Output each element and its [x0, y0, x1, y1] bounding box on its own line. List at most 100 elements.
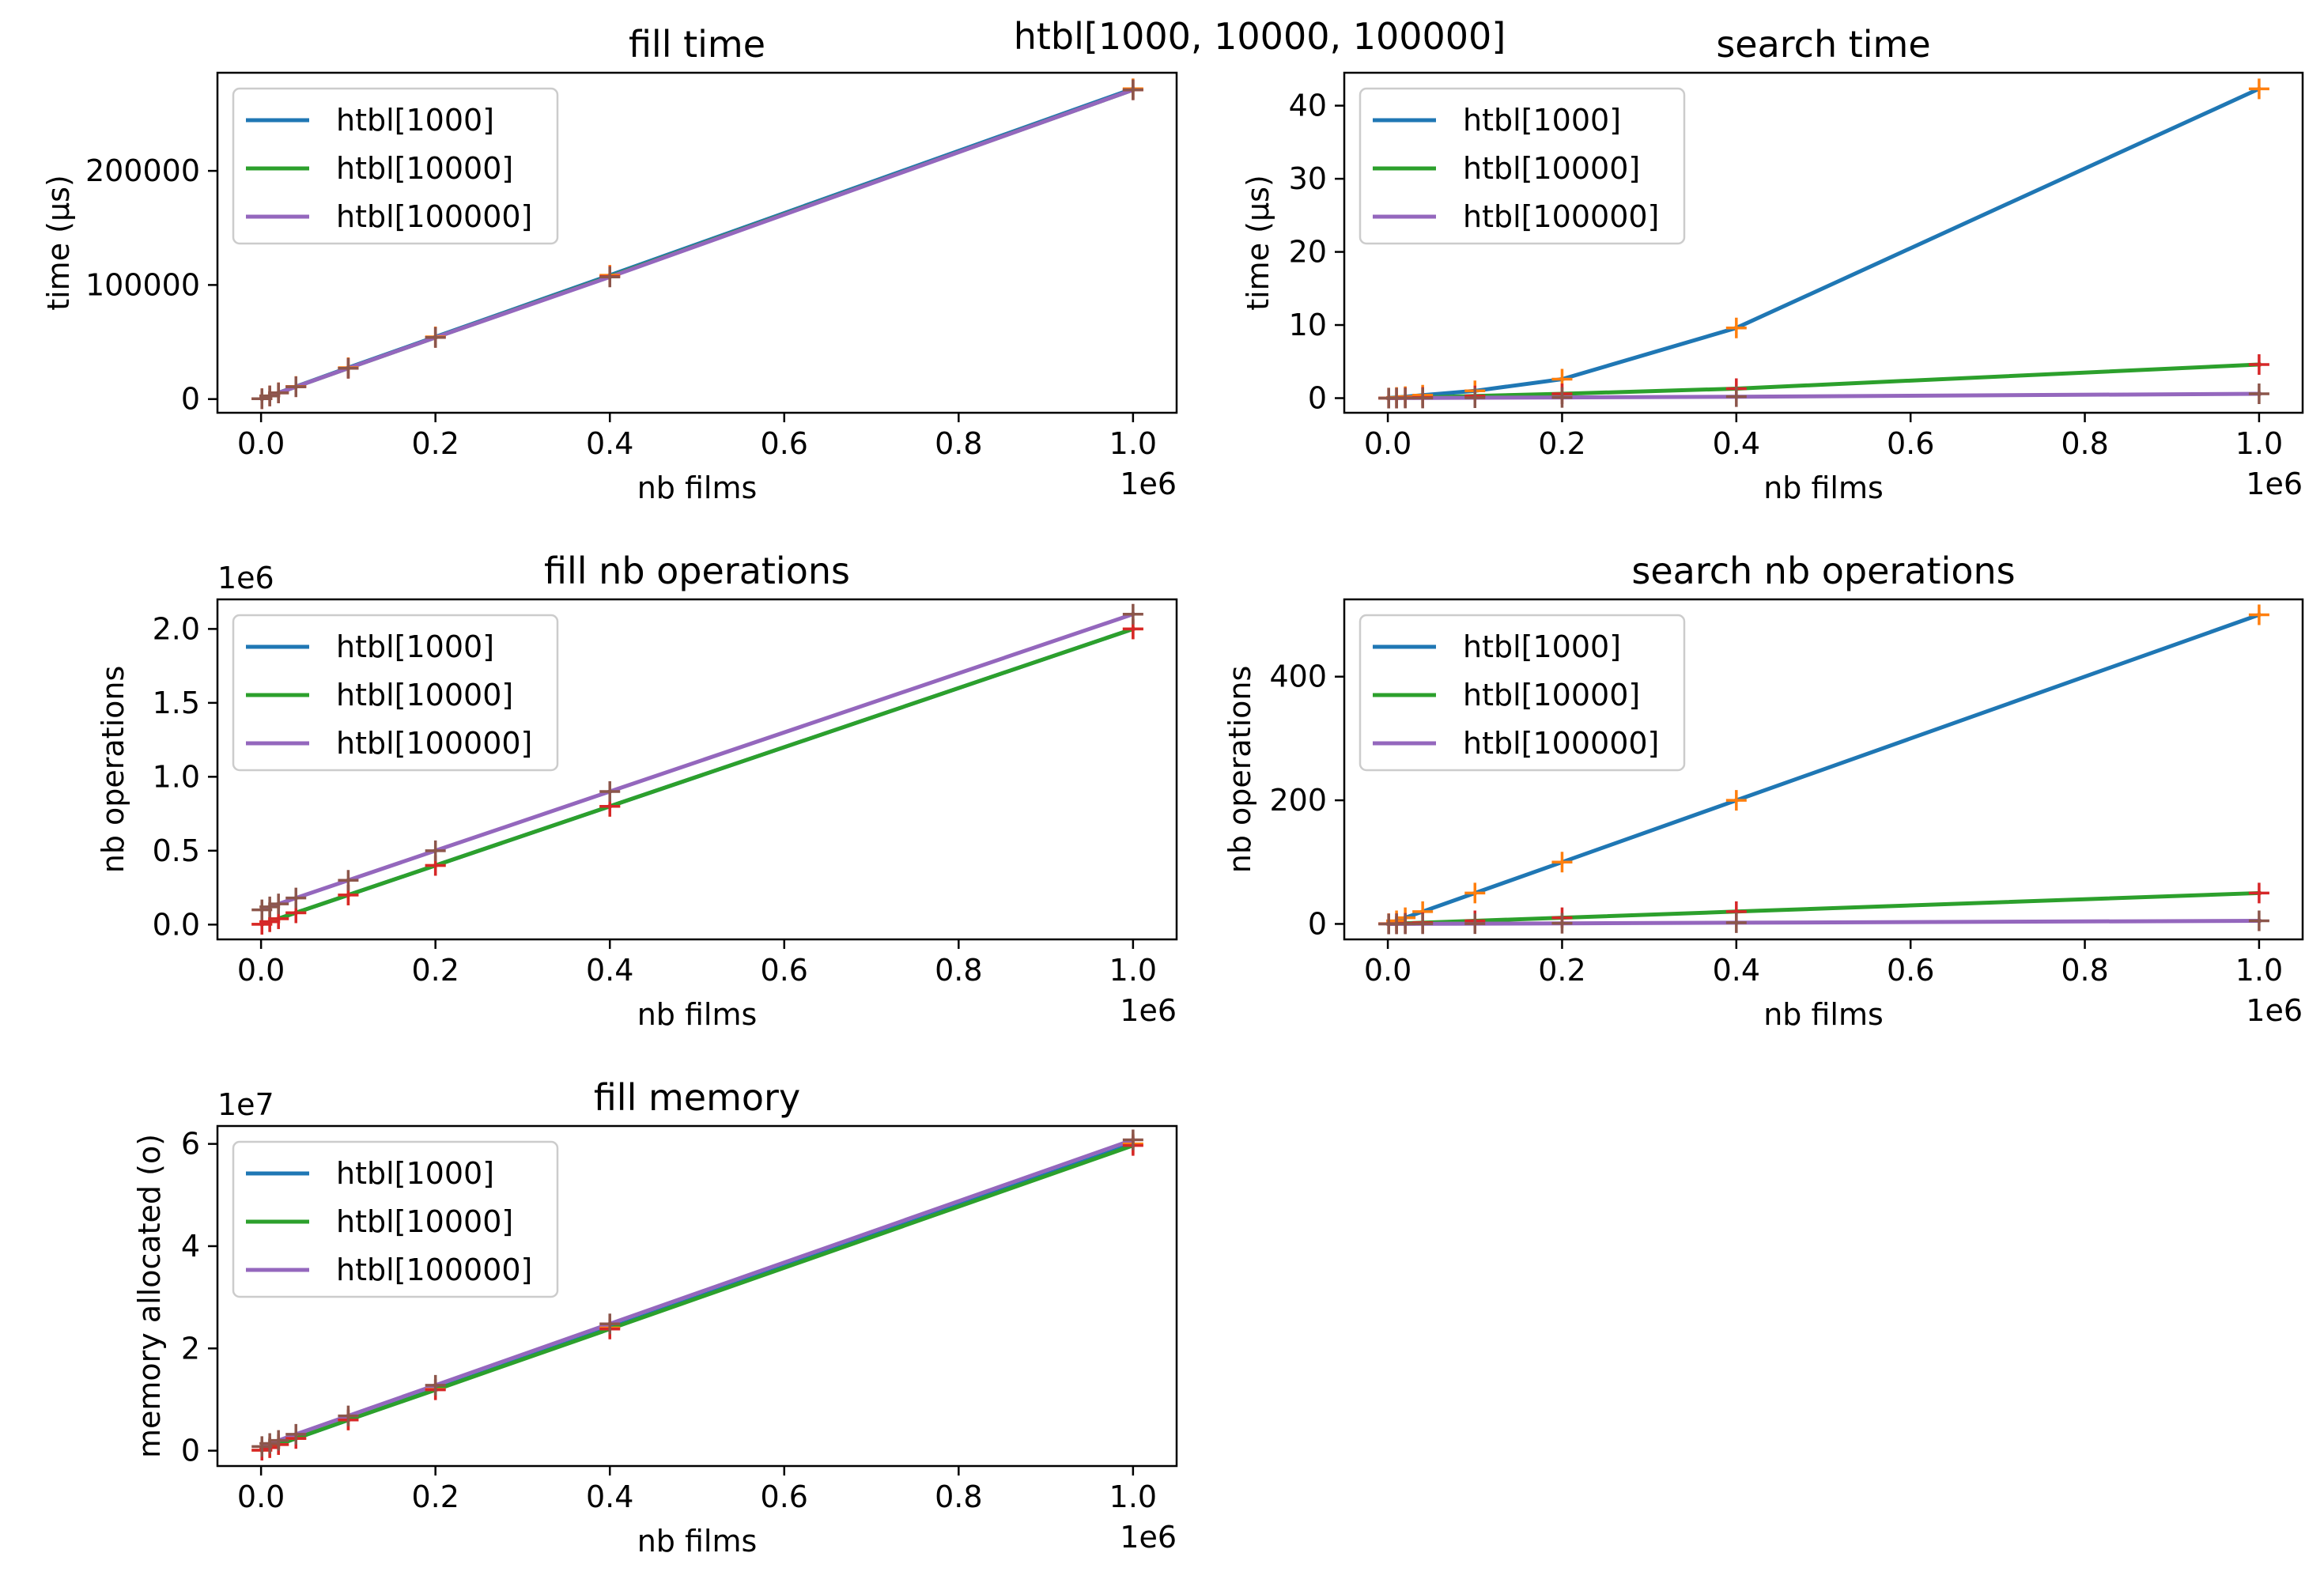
x-tick-label: 0.6 [1887, 426, 1934, 461]
data-point-marker [2248, 882, 2269, 904]
y-tick-label: 100000 [85, 267, 200, 302]
data-point-marker [338, 870, 359, 891]
legend-label: htbl[10000] [336, 151, 513, 186]
data-point-marker [1395, 387, 1416, 409]
x-axis-label: nb films [637, 997, 758, 1032]
legend-label: htbl[10000] [1463, 151, 1640, 186]
y-tick-label: 0 [1308, 381, 1327, 416]
x-offset-text: 1e6 [1120, 1520, 1177, 1555]
data-point-marker [268, 894, 289, 915]
x-axis-label: nb films [637, 1524, 758, 1559]
x-tick-label: 0.8 [935, 426, 982, 461]
subplot-search-nb-operations: 0.0 0.2 0.4 0.6 0.8 1.0 0 200 400 search nb opera… [1222, 550, 2304, 1032]
legend-frame [232, 87, 559, 245]
x-tick-label: 0.0 [237, 1479, 285, 1514]
y-tick-label: 0 [1308, 906, 1327, 941]
legend-frame [1359, 87, 1686, 245]
legend-label: htbl[100000] [336, 726, 532, 761]
axes-frame [1343, 598, 2304, 941]
axes-frame [216, 598, 1178, 941]
legend-frame [232, 1140, 559, 1298]
x-tick-label: 0.4 [586, 953, 633, 988]
subplot-fill-nb-operations: 0.0 0.2 0.4 0.6 0.8 1.0 0.0 0.5 1.0 1.5 2.0 fill nb… [96, 550, 1178, 1032]
y-tick-label: 40 [1289, 89, 1327, 123]
subplot-title: search time [1716, 23, 1930, 66]
data-point-marker [1464, 387, 1486, 409]
legend-label: htbl[10000] [336, 1204, 513, 1239]
x-tick-label: 0.4 [1713, 953, 1760, 988]
axes-frame [216, 71, 1178, 414]
legend-label: htbl[1000] [336, 1156, 494, 1191]
subplot-title: fill nb operations [544, 550, 850, 592]
y-tick-label: 10 [1289, 308, 1327, 342]
data-point-marker [425, 327, 446, 348]
x-axis-label: nb films [1763, 470, 1884, 505]
x-offset-text: 1e6 [1120, 993, 1177, 1028]
legend-label: htbl[100000] [336, 1253, 532, 1287]
legend: htbl[1000] htbl[10000] htbl[100000] [232, 1140, 559, 1298]
y-tick-label: 200 [1269, 783, 1327, 818]
legend: htbl[1000] htbl[10000] htbl[100000] [232, 614, 559, 772]
data-point-marker [1725, 912, 1747, 933]
data-point-marker [425, 840, 446, 861]
x-tick-label: 1.0 [2235, 426, 2283, 461]
subplot-fill-memory: 0.0 0.2 0.4 0.6 0.8 1.0 0 2 4 6 fill memory nb film… [132, 1076, 1178, 1559]
legend-label: htbl[1000] [336, 103, 494, 138]
data-point-marker [259, 1433, 281, 1454]
x-tick-label: 0.6 [761, 426, 808, 461]
x-offset-text: 1e6 [1120, 467, 1177, 501]
data-point-marker [1464, 913, 1486, 935]
legend-frame [232, 614, 559, 772]
x-tick-label: 1.0 [1109, 1479, 1157, 1514]
x-tick-label: 0.8 [935, 953, 982, 988]
y-tick-label: 2.0 [153, 611, 200, 646]
data-point-marker [1122, 603, 1143, 625]
data-point-marker [1725, 790, 1747, 811]
data-point-marker [2248, 604, 2269, 625]
x-tick-label: 0.8 [2061, 426, 2108, 461]
legend-label: htbl[100000] [336, 199, 532, 234]
data-point-marker [285, 376, 307, 398]
data-point-marker [1551, 387, 1573, 408]
y-tick-label: 0 [181, 1434, 200, 1468]
data-point-marker [2248, 78, 2269, 100]
legend-label: htbl[100000] [1463, 726, 1659, 761]
x-tick-label: 1.0 [1109, 953, 1157, 988]
subplot-title: search nb operations [1631, 550, 2015, 592]
legend-label: htbl[10000] [1463, 678, 1640, 712]
data-point-marker [338, 1405, 359, 1426]
x-tick-label: 0.6 [761, 1479, 808, 1514]
data-point-marker [1551, 852, 1573, 873]
data-point-marker [259, 385, 281, 406]
x-tick-label: 0.2 [411, 953, 459, 988]
x-axis-label: nb films [1763, 997, 1884, 1032]
figure-suptitle: htbl[1000, 10000, 100000] [1014, 15, 1506, 58]
y-axis-label: time (µs) [41, 175, 76, 311]
x-tick-label: 1.0 [1109, 426, 1157, 461]
x-tick-label: 0.8 [2061, 953, 2108, 988]
data-point-marker [599, 266, 621, 288]
x-tick-label: 0.4 [586, 1479, 633, 1514]
x-tick-label: 0.2 [411, 1479, 459, 1514]
y-tick-label: 0.0 [153, 907, 200, 942]
x-tick-label: 0.0 [1364, 426, 1411, 461]
data-point-marker [425, 1374, 446, 1396]
y-axis-label: nb operations [1222, 666, 1257, 874]
y-tick-label: 1.5 [153, 686, 200, 720]
x-tick-label: 0.4 [1713, 426, 1760, 461]
legend: htbl[1000] htbl[10000] htbl[100000] [1359, 87, 1686, 245]
x-tick-label: 1.0 [2235, 953, 2283, 988]
data-point-marker [2248, 353, 2269, 375]
legend: htbl[1000] htbl[10000] htbl[100000] [232, 87, 559, 245]
data-point-marker [1725, 386, 1747, 407]
legend-label: htbl[10000] [336, 678, 513, 712]
legend-label: htbl[1000] [1463, 629, 1621, 664]
legend-label: htbl[1000] [336, 629, 494, 664]
data-point-marker [1412, 387, 1434, 409]
y-tick-label: 1.0 [153, 759, 200, 794]
x-tick-label: 0.2 [411, 426, 459, 461]
x-tick-label: 0.6 [1887, 953, 1934, 988]
x-tick-label: 0.0 [237, 426, 285, 461]
x-tick-label: 0.2 [1538, 953, 1585, 988]
